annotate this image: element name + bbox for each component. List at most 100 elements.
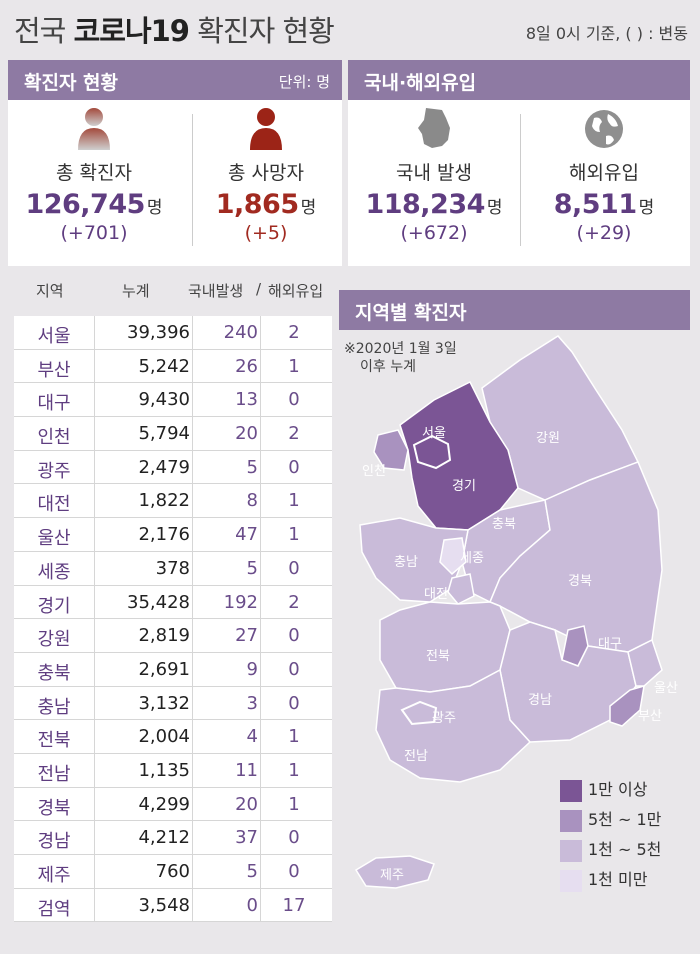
region-cell: 인천 bbox=[37, 427, 71, 449]
table-row: 울산 2,176 47 1 bbox=[14, 518, 332, 552]
table-body: 서울 39,396 240 2 부산 5,242 26 1 대구 9,430 13 0 인천 5,794 2… bbox=[14, 316, 332, 923]
domestic-cell: 192 bbox=[223, 591, 258, 613]
page-title: 전국 코로나19 확진자 현황 bbox=[14, 14, 335, 48]
domestic-cell: 3 bbox=[246, 692, 258, 714]
domestic-cell: 20 bbox=[235, 423, 258, 445]
map-label: 전남 bbox=[404, 749, 428, 764]
overseas-cell: 2 bbox=[288, 423, 300, 445]
domestic-cell: 27 bbox=[235, 625, 258, 647]
region-cell: 전북 bbox=[37, 730, 71, 752]
total-cell: 39,396 bbox=[127, 322, 190, 343]
map-label: 대구 bbox=[598, 637, 622, 652]
total-confirmed-value: 126,745 bbox=[25, 189, 145, 220]
table-row: 경북 4,299 20 1 bbox=[14, 788, 332, 822]
unit-suffix: 명 bbox=[486, 198, 503, 218]
legend-item: 5천 ~ 1만 bbox=[560, 806, 661, 832]
legend-swatch bbox=[560, 809, 582, 832]
region-cell: 전남 bbox=[37, 763, 71, 785]
globe-icon bbox=[582, 106, 626, 152]
table-row: 충남 3,132 3 0 bbox=[14, 687, 332, 721]
overseas-cell: 0 bbox=[288, 456, 300, 478]
table-row: 제주 760 5 0 bbox=[14, 855, 332, 889]
column-header: 지역 bbox=[36, 282, 64, 300]
map-label: 광주 bbox=[432, 711, 456, 726]
table-row: 경남 4,212 37 0 bbox=[14, 821, 332, 855]
total-cell: 2,004 bbox=[138, 726, 190, 748]
basis-note: 8일 0시 기준, ( ) : 변동 bbox=[525, 24, 688, 43]
total-confirmed-change: (+701) bbox=[60, 222, 128, 244]
region-cell: 울산 bbox=[37, 528, 71, 550]
overseas-stat: 해외유입 8,511 명 (+29) bbox=[524, 100, 684, 244]
divider bbox=[192, 114, 193, 246]
legend-label: 1천 ~ 5천 bbox=[588, 840, 662, 859]
domestic-value: 118,234 bbox=[365, 189, 485, 220]
map-label: 전북 bbox=[426, 649, 450, 664]
unit-label: 단위: 명 bbox=[278, 73, 330, 91]
overseas-cell: 0 bbox=[288, 389, 300, 411]
table-row: 세종 378 5 0 bbox=[14, 552, 332, 586]
overseas-cell: 17 bbox=[282, 894, 306, 916]
map-label: 대전 bbox=[424, 587, 448, 602]
confirmed-panel-title: 확진자 현황 bbox=[24, 72, 119, 94]
map-label: 서울 bbox=[422, 426, 446, 441]
region-cell: 광주 bbox=[37, 460, 71, 482]
table-row: 광주 2,479 5 0 bbox=[14, 451, 332, 485]
map-label: 충남 bbox=[394, 555, 418, 570]
total-confirmed-label: 총 확진자 bbox=[56, 162, 132, 184]
overseas-cell: 1 bbox=[288, 355, 300, 377]
total-cell: 2,691 bbox=[138, 658, 190, 680]
map-label: 경북 bbox=[568, 574, 592, 589]
domestic-cell: 20 bbox=[235, 793, 258, 815]
domestic-cell: 8 bbox=[246, 490, 258, 512]
unit-suffix: 명 bbox=[638, 198, 655, 218]
divider bbox=[520, 114, 521, 246]
legend-swatch bbox=[560, 839, 582, 862]
map-note-line: ※2020년 1월 3일 bbox=[344, 341, 457, 357]
table-row: 부산 5,242 26 1 bbox=[14, 350, 332, 384]
overseas-cell: 1 bbox=[288, 793, 300, 815]
total-cell: 5,242 bbox=[138, 355, 190, 377]
table-row: 충북 2,691 9 0 bbox=[14, 653, 332, 687]
column-header: 국내발생 bbox=[188, 282, 244, 300]
legend-item: 1천 ~ 5천 bbox=[560, 836, 661, 862]
domestic-cell: 13 bbox=[235, 389, 258, 411]
domestic-cell: 0 bbox=[246, 894, 258, 916]
table-row: 경기 35,428 192 2 bbox=[14, 586, 332, 620]
table-row: 전남 1,135 11 1 bbox=[14, 754, 332, 788]
region-cell: 세종 bbox=[37, 561, 71, 583]
map-label: 경기 bbox=[452, 479, 476, 494]
import-panel-title: 국내·해외유입 bbox=[364, 72, 477, 94]
overseas-cell: 1 bbox=[288, 524, 300, 546]
table-row: 대전 1,822 8 1 bbox=[14, 484, 332, 519]
column-header: 누계 bbox=[122, 282, 150, 300]
map-region-ulsan bbox=[627, 638, 663, 687]
total-cell: 5,794 bbox=[138, 423, 190, 445]
overseas-change: (+29) bbox=[576, 222, 632, 244]
total-deaths-change: (+5) bbox=[244, 222, 288, 244]
table-row: 검역 3,548 0 17 bbox=[14, 889, 332, 923]
column-header: 해외유입 bbox=[268, 282, 324, 300]
map-region-sejong bbox=[439, 537, 467, 576]
domestic-cell: 5 bbox=[246, 861, 258, 882]
total-confirmed-stat: 총 확진자 126,745 명 (+701) bbox=[14, 100, 174, 244]
map-title: 지역별 확진자 bbox=[355, 302, 467, 324]
legend-item: 1천 미만 bbox=[560, 866, 647, 892]
region-cell: 대구 bbox=[37, 393, 71, 415]
map-label: 충북 bbox=[492, 517, 516, 532]
domestic-cell: 5 bbox=[246, 557, 258, 579]
region-cell: 경기 bbox=[37, 595, 71, 617]
map-note-line: 이후 누계 bbox=[360, 359, 416, 375]
region-cell: 부산 bbox=[37, 359, 71, 381]
person-icon bbox=[72, 106, 116, 152]
table-row: 대구 9,430 13 0 bbox=[14, 383, 332, 418]
korea-map: 서울 경기 인천 강원 충북 세종 충남 대전 경북 대구 울산 부산 전북 광… bbox=[354, 335, 678, 889]
domestic-cell: 4 bbox=[246, 726, 258, 748]
unit-suffix: 명 bbox=[146, 198, 163, 218]
total-cell: 35,428 bbox=[127, 591, 190, 613]
domestic-cell: 240 bbox=[223, 322, 258, 343]
column-divider bbox=[94, 316, 95, 922]
total-cell: 4,212 bbox=[138, 827, 190, 849]
total-deaths-stat: 총 사망자 1,865 명 (+5) bbox=[186, 100, 346, 244]
map-region-busan bbox=[609, 684, 645, 727]
map-label: 울산 bbox=[654, 681, 678, 696]
